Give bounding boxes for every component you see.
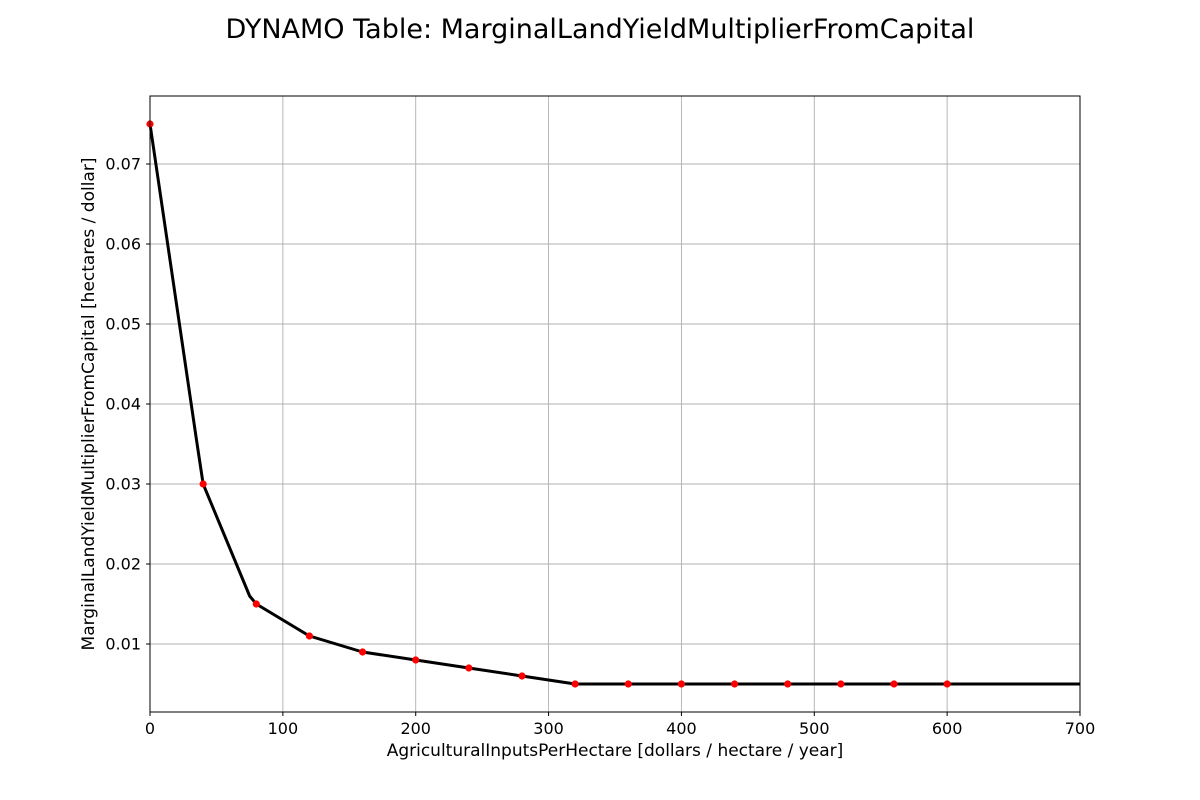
data-point bbox=[890, 680, 898, 688]
data-point bbox=[358, 648, 367, 656]
data-point bbox=[412, 656, 420, 664]
axis-ticks: 0 100 200 300 400 500 600 700 0.01 0.02 0.03 0.04 0.… bbox=[105, 155, 1095, 739]
x-tick-label: 200 bbox=[400, 719, 431, 738]
chart-title: DYNAMO Table: MarginalLandYieldMultiplie… bbox=[226, 14, 975, 45]
x-tick-label: 500 bbox=[799, 719, 830, 738]
data-point bbox=[465, 664, 473, 672]
data-point bbox=[518, 672, 526, 680]
y-tick-label: 0.02 bbox=[105, 555, 141, 574]
x-tick-label: 400 bbox=[666, 719, 697, 738]
data-point bbox=[305, 632, 314, 640]
data-point bbox=[943, 680, 951, 688]
y-tick-label: 0.03 bbox=[105, 475, 141, 494]
x-tick-label: 100 bbox=[268, 719, 299, 738]
y-tick-label: 0.04 bbox=[105, 395, 141, 414]
data-point bbox=[571, 680, 579, 688]
data-point bbox=[199, 480, 207, 488]
data-point bbox=[784, 680, 792, 688]
data-point bbox=[252, 600, 260, 608]
data-point bbox=[677, 680, 686, 688]
y-tick-label: 0.05 bbox=[105, 315, 141, 334]
data-point bbox=[837, 680, 845, 688]
x-tick-label: 300 bbox=[533, 719, 564, 738]
plot-series bbox=[146, 120, 1080, 688]
x-tick-label: 600 bbox=[932, 719, 963, 738]
y-axis-label: MarginalLandYieldMultiplierFromCapital [… bbox=[79, 158, 99, 651]
x-tick-label: 700 bbox=[1065, 719, 1096, 738]
y-tick-label: 0.01 bbox=[105, 635, 141, 654]
y-tick-label: 0.06 bbox=[105, 235, 141, 254]
x-axis-label: AgriculturalInputsPerHectare [dollars / … bbox=[387, 741, 844, 761]
grid bbox=[149, 96, 1081, 712]
data-point bbox=[624, 680, 632, 688]
x-tick-label: 0 bbox=[145, 719, 155, 738]
y-tick-label: 0.07 bbox=[105, 155, 141, 174]
data-point bbox=[730, 680, 739, 688]
